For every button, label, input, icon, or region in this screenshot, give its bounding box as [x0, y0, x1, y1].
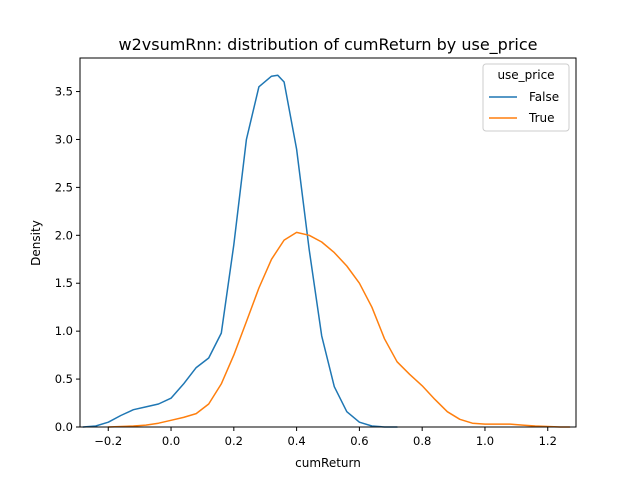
- y-tick-label: 0.5: [55, 372, 73, 386]
- legend-title: use_price: [497, 68, 554, 82]
- y-tick-label: 1.0: [55, 324, 73, 338]
- series-line-true: [107, 231, 571, 428]
- series-line-false: [82, 74, 398, 428]
- y-tick-label: 3.0: [55, 132, 73, 146]
- x-tick-label: 0.6: [350, 434, 368, 448]
- legend-label-true: True: [528, 111, 555, 125]
- y-tick-label: 1.5: [55, 276, 73, 290]
- x-tick-label: 0.4: [287, 434, 305, 448]
- y-tick-label: 2.0: [55, 228, 73, 242]
- x-tick-label: 1.2: [539, 434, 557, 448]
- x-tick-label: −0.2: [94, 434, 122, 448]
- y-axis-label: Density: [29, 220, 43, 266]
- y-axis: 0.0 0.5 1.0 1.5 2.0 2.5 3.0 3.5: [55, 85, 80, 434]
- x-axis: −0.2 0.0 0.2 0.4 0.6 0.8 1.0 1.2: [94, 427, 557, 448]
- chart-title: w2vsumRnn: distribution of cumReturn by …: [119, 35, 538, 55]
- x-tick-label: 1.0: [476, 434, 494, 448]
- legend-box: [482, 63, 570, 132]
- y-tick-label: 3.5: [55, 85, 73, 99]
- legend: use_price False True: [482, 63, 570, 132]
- x-tick-label: 0.8: [413, 434, 431, 448]
- plot-frame: [79, 57, 577, 428]
- legend-label-false: False: [529, 90, 559, 104]
- y-tick-label: 2.5: [55, 180, 73, 194]
- x-axis-label: cumReturn: [295, 456, 361, 470]
- y-tick-label: 0.0: [55, 420, 73, 434]
- plot-area: [82, 74, 571, 428]
- x-tick-label: 0.2: [225, 434, 243, 448]
- x-tick-label: 0.0: [162, 434, 180, 448]
